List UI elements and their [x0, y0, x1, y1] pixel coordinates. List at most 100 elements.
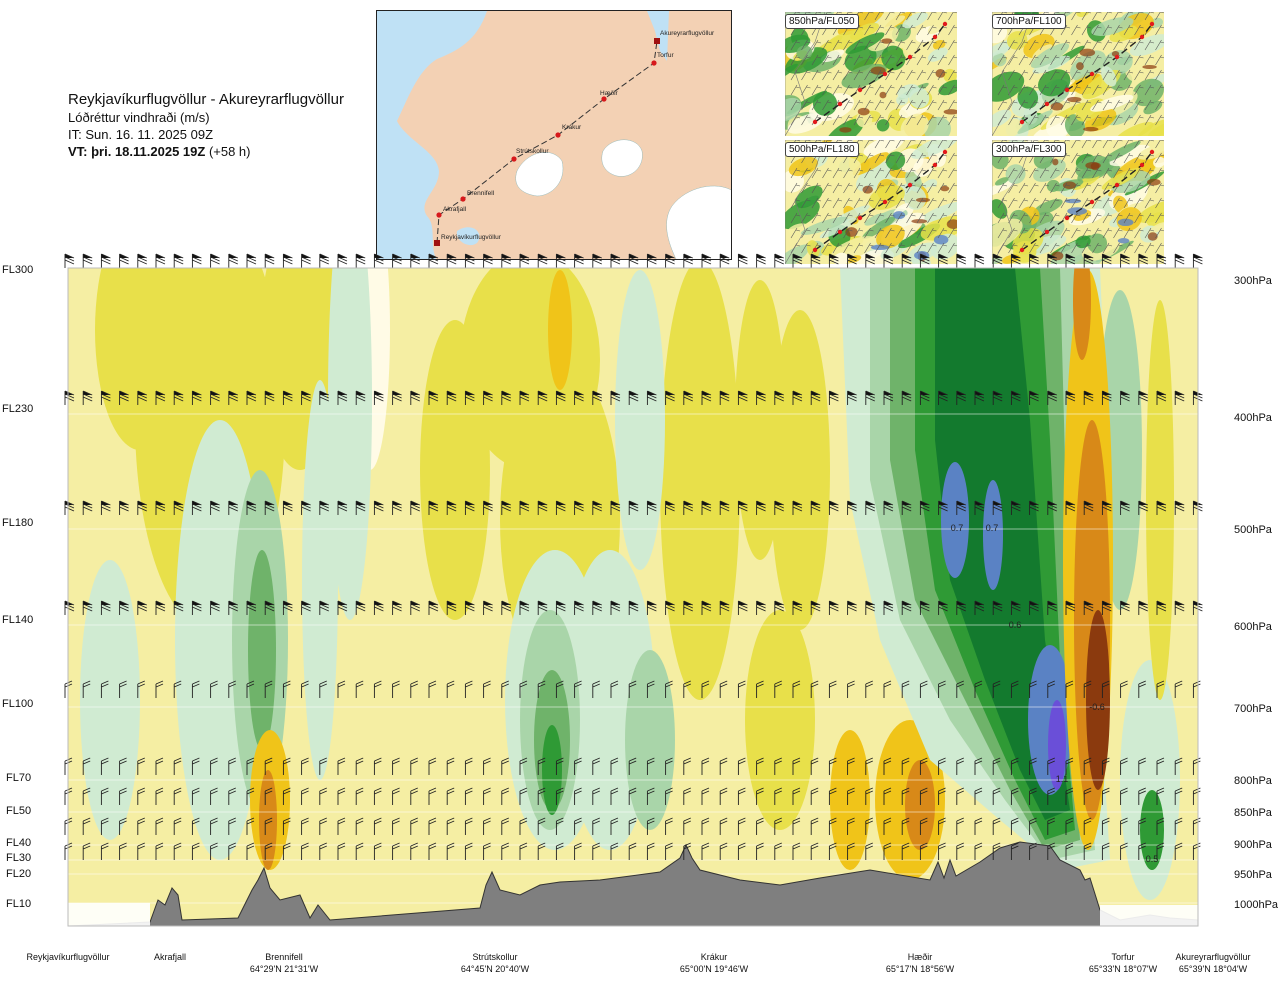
wind-barb — [592, 757, 600, 775]
thumbnail-850[interactable]: 850hPa/FL050 — [785, 12, 957, 136]
thumb-field-blob — [1032, 55, 1071, 74]
wind-barb — [446, 680, 455, 698]
wind-barb — [282, 253, 293, 268]
wind-barb — [282, 787, 291, 805]
thumb-barb — [864, 54, 874, 66]
thumb-barb — [1092, 54, 1102, 66]
wind-barb — [555, 817, 564, 835]
wind-barb — [119, 842, 127, 860]
thumb-barb — [937, 99, 948, 111]
thumb-barb — [1071, 54, 1081, 66]
thumb-barb — [1123, 39, 1134, 51]
wind-barb — [1156, 253, 1167, 268]
wind-barb — [737, 680, 746, 698]
thumb-barb — [853, 99, 864, 111]
wind-barb — [210, 600, 220, 615]
thumb-barb — [895, 227, 906, 239]
thumb-barb — [1050, 54, 1060, 66]
thumbnail-300[interactable]: 300hPa/FL300 — [992, 140, 1164, 264]
thumb-barb — [874, 227, 885, 239]
thumb-barb — [885, 39, 895, 51]
thumb-field-blob — [879, 15, 906, 31]
thumb-field-blob — [850, 22, 880, 40]
thumb-barb — [832, 84, 843, 96]
thumb-barb — [916, 227, 927, 239]
wind-barb — [1029, 842, 1037, 860]
thumb-barb — [874, 242, 885, 254]
thumb-barb — [832, 182, 843, 194]
wind-barb — [191, 842, 200, 860]
thumb-barb — [1008, 182, 1018, 194]
wind-barb — [1120, 600, 1130, 615]
thumb-barb — [1081, 24, 1092, 36]
wind-barb — [901, 757, 910, 775]
wind-barbs — [64, 253, 1203, 860]
thumb-barb — [1155, 24, 1164, 36]
wind-barb — [1156, 680, 1165, 698]
wind-barb — [392, 253, 402, 268]
thumb-field-blob — [919, 201, 957, 223]
wind-barb — [756, 253, 766, 268]
wind-barb — [646, 817, 655, 835]
thumb-field-blob — [1005, 164, 1026, 184]
wind-barb — [410, 390, 420, 405]
thumb-barb — [1092, 152, 1102, 164]
wind-barb — [173, 680, 182, 698]
thumb-barb — [948, 152, 957, 164]
thumb-barb — [1144, 99, 1155, 111]
thumb-field-blob — [935, 248, 957, 264]
wind-barb — [1083, 500, 1094, 515]
thumbnail-300-map — [992, 140, 1164, 264]
wind-barb — [155, 600, 166, 615]
wind-barb — [992, 600, 1003, 615]
thumb-barb — [1092, 140, 1102, 149]
thumb-barb — [885, 197, 895, 209]
thumb-field-blob — [881, 38, 893, 44]
thumb-barb — [1134, 197, 1144, 209]
wind-barb — [628, 757, 637, 775]
thumbnail-700[interactable]: 700hPa/FL100 — [992, 12, 1164, 136]
contour-region — [1140, 790, 1164, 870]
contour-region — [745, 610, 815, 830]
map-point-label: Hæðir — [600, 89, 619, 97]
wind-barb — [64, 390, 75, 405]
wind-barb — [756, 600, 766, 615]
thumb-barb — [916, 84, 927, 96]
wind-barb — [1029, 680, 1037, 698]
wind-barb — [992, 253, 1003, 268]
contour-region — [1048, 700, 1066, 790]
map-points: Akureyrarflugvöllur Torfur Hæðir Krákur Strú… — [434, 30, 715, 246]
thumb-barb — [853, 114, 864, 126]
wind-barb — [1101, 500, 1112, 515]
thumb-barb — [832, 54, 843, 66]
wind-barb — [228, 757, 236, 775]
thumb-barb — [948, 227, 957, 239]
thumb-barb — [937, 84, 948, 96]
thumb-barb — [801, 197, 811, 209]
thumb-barb — [1134, 182, 1144, 194]
thumbnail-500[interactable]: 500hPa/FL180 — [785, 140, 957, 264]
wind-barb — [555, 787, 564, 805]
thumb-route-point — [1139, 162, 1145, 168]
map-point-label: Krákur — [562, 124, 582, 131]
wind-barb — [774, 680, 782, 698]
thumb-field-blob — [1117, 218, 1134, 227]
thumb-barb — [1113, 140, 1123, 149]
wind-barb — [919, 253, 930, 268]
wind-barb — [210, 787, 218, 805]
thumb-barb — [1113, 12, 1123, 21]
thumb-barb — [1092, 114, 1102, 126]
wind-barb — [64, 253, 75, 268]
thumb-barb — [885, 212, 895, 224]
thumb-barb — [1113, 197, 1123, 209]
wind-barb — [883, 390, 894, 405]
wind-barb — [355, 390, 366, 405]
wind-barb — [847, 600, 857, 615]
fl-tick-label: FL100 — [2, 698, 33, 710]
thumb-barb — [832, 242, 843, 254]
wind-barb — [264, 757, 273, 775]
wind-barb — [137, 390, 147, 405]
thumb-barb — [790, 99, 801, 111]
thumb-barb — [853, 227, 864, 239]
wind-barb — [319, 253, 329, 268]
